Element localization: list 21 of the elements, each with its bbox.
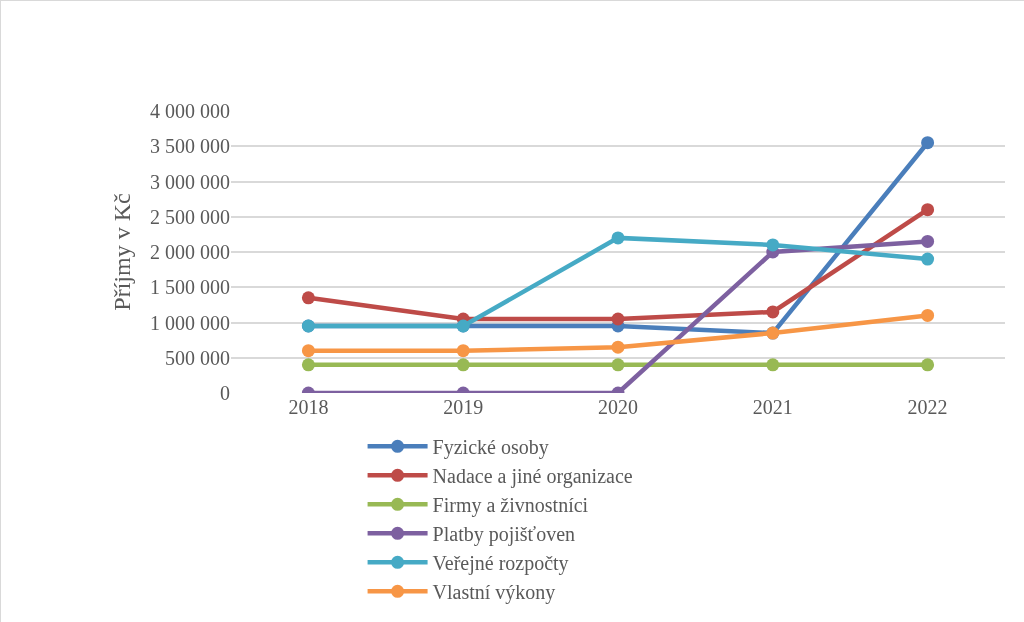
x-tick-label: 2019	[443, 396, 484, 418]
y-tick-label: 500 000	[165, 346, 230, 369]
y-tick-label: 3 500 000	[150, 135, 230, 158]
legend-label: Veřejné rozpočty	[432, 552, 569, 576]
x-tick-label: 2020	[598, 396, 638, 418]
y-tick-label: 2 000 000	[150, 241, 230, 263]
y-tick-label: 4 000 000	[150, 100, 230, 122]
x-tick-label: 2022	[907, 396, 948, 418]
x-tick-label: 2021	[752, 396, 793, 418]
legend-label: Firmy a živnostníci	[432, 494, 589, 518]
legend-label: Nadace a jiné organizace	[432, 465, 633, 489]
legend-label: Fyzické osoby	[432, 436, 549, 460]
y-tick-label: 2 500 000	[150, 205, 230, 228]
y-tick-label: 1 000 000	[150, 311, 230, 334]
legend-label: Vlastní výkony	[432, 581, 556, 605]
y-axis-title: Příjmy v Kč	[109, 193, 136, 311]
y-tick-label: 0	[220, 382, 230, 404]
y-tick-label: 3 000 000	[150, 170, 230, 193]
y-tick-label: 1 500 000	[150, 276, 230, 299]
legend-label: Platby pojišťoven	[432, 523, 576, 547]
x-tick-label: 2018	[288, 396, 329, 418]
